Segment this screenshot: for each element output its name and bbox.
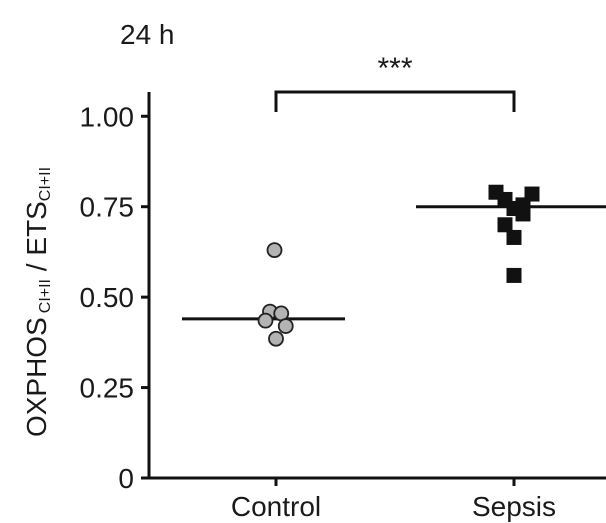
data-point-control [277, 318, 294, 334]
x-axis-ticks: Control Sepsis [231, 478, 556, 522]
significance-label: *** [377, 52, 412, 85]
y-axis-label-main-1: OXPHOS [21, 317, 52, 437]
y-axis-label-main-2: ETS [21, 201, 52, 255]
x-tick-label: Sepsis [472, 491, 556, 522]
data-point-control [257, 312, 274, 329]
x-tick-label: Control [231, 491, 321, 522]
y-axis-label-sub-1: CI+II [37, 279, 54, 313]
y-tick-label: 0 [118, 463, 134, 494]
significance-annotations: *** [274, 52, 516, 112]
y-tick-label: 0.50 [80, 282, 135, 313]
data-point-control [266, 242, 283, 259]
y-tick-label: 1.00 [80, 101, 135, 132]
data-point-sepsis [515, 206, 531, 222]
data-point-control [268, 330, 284, 347]
mean-lines [182, 205, 606, 321]
chart-title: 24 h [120, 19, 175, 50]
y-axis-label-sub-2: CI+II [37, 167, 54, 201]
y-axis-ticks: 0 0.25 0.50 0.75 1.00 [80, 101, 149, 494]
y-tick-label: 0.25 [80, 373, 135, 404]
y-axis-label: OXPHOSCI+II / ETSCI+II [21, 167, 54, 437]
data-point-sepsis [506, 267, 522, 283]
data-points [257, 184, 540, 347]
data-point-sepsis [506, 229, 522, 245]
y-tick-label: 0.75 [80, 192, 135, 223]
data-point-sepsis [497, 217, 513, 233]
significance-bracket [274, 90, 516, 112]
y-axis-label-separator: / [21, 256, 52, 279]
